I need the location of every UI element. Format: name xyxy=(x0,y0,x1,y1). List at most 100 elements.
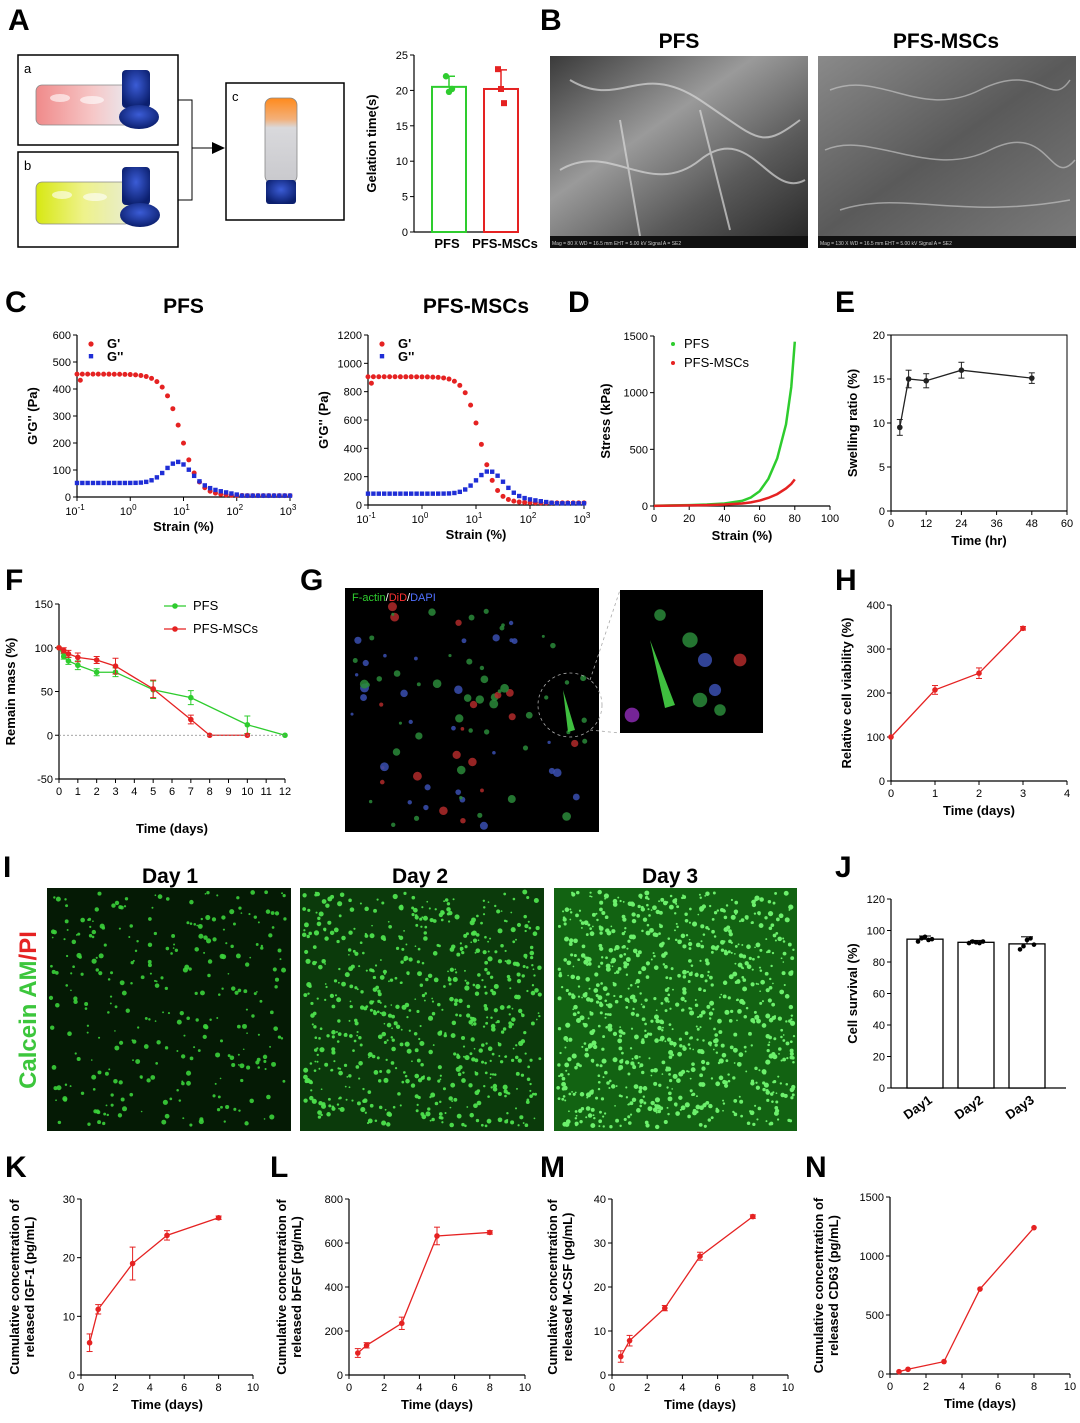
live-cell xyxy=(483,985,487,989)
live-cell xyxy=(469,1052,473,1056)
live-cell xyxy=(643,1101,647,1105)
live-cell xyxy=(533,974,536,977)
live-cell xyxy=(337,1032,342,1036)
live-cell xyxy=(491,1027,496,1032)
live-cell xyxy=(515,1071,520,1076)
K-ytick-label: 20 xyxy=(63,1253,75,1265)
live-cell xyxy=(610,1084,616,1089)
live-cell xyxy=(408,957,413,962)
live-cell xyxy=(692,1110,697,1116)
confocal-cell xyxy=(392,748,401,756)
live-cell xyxy=(207,959,213,964)
live-cell xyxy=(55,896,61,902)
live-cell xyxy=(755,1085,761,1090)
live-cell xyxy=(557,1063,561,1067)
gdoubleprime-point xyxy=(229,491,234,496)
live-cell xyxy=(256,990,258,993)
confocal-cell xyxy=(507,795,516,804)
confocal-cell xyxy=(398,721,402,725)
live-cell xyxy=(111,903,116,908)
live-cell xyxy=(641,1017,646,1022)
live-cell xyxy=(785,1041,790,1046)
live-cell xyxy=(561,1097,565,1101)
live-cell xyxy=(587,1043,593,1049)
L-ytick-label: 400 xyxy=(325,1282,343,1294)
confocal-cell xyxy=(408,719,413,725)
live-cell xyxy=(709,1000,715,1006)
photo-label-c: c xyxy=(232,89,239,104)
E-point xyxy=(958,367,965,374)
live-cell xyxy=(431,997,434,1000)
live-cell xyxy=(719,908,724,912)
live-cell xyxy=(398,935,404,941)
live-cell xyxy=(391,1038,395,1042)
live-cell xyxy=(718,1058,724,1064)
live-cell xyxy=(113,1079,118,1084)
live-cell xyxy=(413,907,418,913)
gprime-point xyxy=(435,374,441,380)
gdoubleprime-point xyxy=(446,491,452,496)
live-cell xyxy=(503,892,507,896)
live-cell xyxy=(645,930,651,936)
live-cell xyxy=(733,1112,738,1117)
live-cell xyxy=(466,1106,469,1108)
live-cell xyxy=(726,925,731,930)
live-cell xyxy=(139,1075,143,1079)
live-cell xyxy=(117,1113,123,1118)
live-cell xyxy=(437,1079,441,1083)
live-cell xyxy=(516,972,521,977)
live-cell xyxy=(759,948,763,952)
N-xtick-label: 6 xyxy=(995,1381,1001,1393)
live-cell xyxy=(153,931,158,936)
live-cell xyxy=(349,907,355,912)
live-cell xyxy=(567,1073,570,1076)
live-cell xyxy=(531,984,535,987)
confocal-cell xyxy=(500,683,509,693)
live-cell xyxy=(521,974,525,978)
C_PFSMSC-title: PFS-MSCs xyxy=(423,295,529,318)
live-cell xyxy=(646,1032,650,1036)
live-cell xyxy=(722,994,727,999)
live-cell xyxy=(239,1063,245,1069)
live-cell xyxy=(625,1096,629,1099)
gprime-point xyxy=(368,380,374,386)
confocal-cell xyxy=(581,717,587,723)
live-cell xyxy=(595,1063,599,1067)
live-cell xyxy=(771,1016,776,1020)
live-cell xyxy=(561,1081,566,1087)
live-cell xyxy=(411,895,416,900)
live-cell xyxy=(318,1101,323,1106)
live-cell xyxy=(593,988,599,993)
live-cell xyxy=(468,1083,473,1088)
confocal-cell xyxy=(499,625,505,631)
E-xtick-label: 60 xyxy=(1061,518,1073,530)
confocal-cell xyxy=(564,680,570,685)
live-cell xyxy=(464,945,468,949)
gprime-point xyxy=(127,372,133,378)
confocal-cell xyxy=(379,779,385,785)
live-cell xyxy=(420,1062,424,1067)
live-cell xyxy=(684,1102,690,1108)
live-cell xyxy=(631,912,636,917)
live-cell xyxy=(244,962,250,967)
E-xtick-label: 24 xyxy=(955,518,967,530)
live-cell xyxy=(339,892,345,898)
live-cell xyxy=(557,924,561,928)
L-xtick-label: 8 xyxy=(487,1382,493,1394)
live-cell xyxy=(730,951,733,954)
live-cell xyxy=(773,1111,779,1116)
live-cell xyxy=(78,955,82,959)
F-xtick-label: 10 xyxy=(241,786,253,798)
live-cell xyxy=(207,973,211,978)
live-cell xyxy=(623,1117,627,1121)
live-cell xyxy=(333,979,338,983)
live-cell xyxy=(515,1044,518,1047)
live-cell xyxy=(663,1120,668,1125)
live-cell xyxy=(492,1087,498,1092)
live-cell xyxy=(383,1022,386,1025)
confocal-cell xyxy=(492,750,496,755)
F-xtick-label: 2 xyxy=(94,786,100,798)
gprime-point xyxy=(397,374,403,380)
live-cell xyxy=(661,1029,664,1032)
live-cell xyxy=(618,1067,622,1071)
